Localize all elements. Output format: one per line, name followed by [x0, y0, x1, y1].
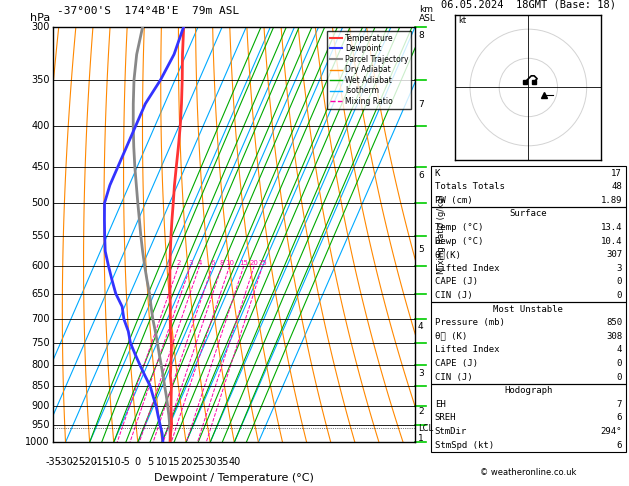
Text: SREH: SREH [435, 414, 456, 422]
Text: 550: 550 [31, 231, 50, 241]
Text: 450: 450 [31, 162, 50, 172]
Text: θᴀ(K): θᴀ(K) [435, 250, 462, 259]
Text: StmSpd (kt): StmSpd (kt) [435, 441, 494, 450]
Text: 4: 4 [616, 346, 622, 354]
Text: 5: 5 [418, 245, 424, 254]
Text: LCL: LCL [418, 424, 433, 433]
Text: 10.4: 10.4 [601, 237, 622, 245]
Text: Hodograph: Hodograph [504, 386, 552, 395]
Text: 6: 6 [616, 414, 622, 422]
Text: 308: 308 [606, 332, 622, 341]
Text: -25: -25 [70, 457, 86, 467]
Text: Lifted Index: Lifted Index [435, 346, 499, 354]
Text: 35: 35 [216, 457, 228, 467]
Text: 850: 850 [606, 318, 622, 327]
Text: 294°: 294° [601, 427, 622, 436]
Text: 1: 1 [418, 434, 424, 443]
Text: 4: 4 [418, 322, 424, 331]
Text: 7: 7 [616, 400, 622, 409]
Text: 8: 8 [418, 31, 424, 40]
Text: θᴀ (K): θᴀ (K) [435, 332, 467, 341]
Text: StmDir: StmDir [435, 427, 467, 436]
Text: © weatheronline.co.uk: © weatheronline.co.uk [480, 468, 577, 477]
Text: -20: -20 [82, 457, 97, 467]
Text: 3: 3 [616, 264, 622, 273]
Text: 1.89: 1.89 [601, 196, 622, 205]
Text: 0: 0 [616, 373, 622, 382]
Text: Dewp (°C): Dewp (°C) [435, 237, 483, 245]
Text: 700: 700 [31, 314, 50, 324]
Text: EH: EH [435, 400, 445, 409]
Text: 10: 10 [225, 260, 234, 266]
Text: 0: 0 [135, 457, 141, 467]
Text: 650: 650 [31, 289, 50, 298]
Text: 8: 8 [220, 260, 225, 266]
Text: 7: 7 [418, 100, 424, 109]
Text: 6: 6 [210, 260, 214, 266]
Text: Mixing Ratio (g/kg): Mixing Ratio (g/kg) [437, 195, 446, 274]
Text: -5: -5 [121, 457, 131, 467]
Text: 350: 350 [31, 75, 50, 85]
Text: 0: 0 [616, 278, 622, 286]
Text: -30: -30 [58, 457, 74, 467]
Text: 20: 20 [250, 260, 259, 266]
Text: 48: 48 [611, 182, 622, 191]
Text: -10: -10 [106, 457, 121, 467]
Text: CIN (J): CIN (J) [435, 291, 472, 300]
Text: CAPE (J): CAPE (J) [435, 278, 477, 286]
Text: 500: 500 [31, 198, 50, 208]
Text: hPa: hPa [30, 13, 50, 22]
Text: 2: 2 [176, 260, 181, 266]
Text: 600: 600 [31, 261, 50, 271]
Text: 40: 40 [228, 457, 240, 467]
Text: 20: 20 [180, 457, 192, 467]
Text: 800: 800 [31, 360, 50, 370]
Text: 950: 950 [31, 419, 50, 430]
Text: Most Unstable: Most Unstable [493, 305, 564, 313]
Text: 400: 400 [31, 121, 50, 131]
Text: K: K [435, 169, 440, 177]
Text: Pressure (mb): Pressure (mb) [435, 318, 504, 327]
Legend: Temperature, Dewpoint, Parcel Trajectory, Dry Adiabat, Wet Adiabat, Isotherm, Mi: Temperature, Dewpoint, Parcel Trajectory… [327, 31, 411, 109]
Text: 15: 15 [168, 457, 181, 467]
Text: 10: 10 [156, 457, 168, 467]
Text: CAPE (J): CAPE (J) [435, 359, 477, 368]
Text: 6: 6 [418, 171, 424, 180]
Text: Lifted Index: Lifted Index [435, 264, 499, 273]
Text: 5: 5 [147, 457, 153, 467]
Text: 6: 6 [616, 441, 622, 450]
Text: Totals Totals: Totals Totals [435, 182, 504, 191]
Text: 15: 15 [240, 260, 248, 266]
Text: 0: 0 [616, 291, 622, 300]
Text: 300: 300 [31, 22, 50, 32]
Text: 06.05.2024  18GMT (Base: 18): 06.05.2024 18GMT (Base: 18) [441, 0, 616, 10]
Text: Surface: Surface [509, 209, 547, 218]
Text: 3: 3 [418, 369, 424, 378]
Text: -15: -15 [94, 457, 109, 467]
Text: Dewpoint / Temperature (°C): Dewpoint / Temperature (°C) [154, 473, 314, 484]
Text: 850: 850 [31, 381, 50, 391]
Text: 0: 0 [616, 359, 622, 368]
Text: -37°00'S  174°4B'E  79m ASL: -37°00'S 174°4B'E 79m ASL [57, 6, 239, 17]
Text: km
ASL: km ASL [419, 4, 436, 22]
Text: 17: 17 [611, 169, 622, 177]
Text: 307: 307 [606, 250, 622, 259]
Text: 13.4: 13.4 [601, 223, 622, 232]
Text: 750: 750 [31, 338, 50, 348]
Text: 900: 900 [31, 401, 50, 411]
Text: kt: kt [459, 17, 467, 25]
Text: 25: 25 [192, 457, 204, 467]
Text: 4: 4 [198, 260, 202, 266]
Text: CIN (J): CIN (J) [435, 373, 472, 382]
Text: PW (cm): PW (cm) [435, 196, 472, 205]
Text: 25: 25 [258, 260, 267, 266]
Text: -35: -35 [45, 457, 62, 467]
Text: Temp (°C): Temp (°C) [435, 223, 483, 232]
Text: 30: 30 [204, 457, 216, 467]
Text: 1000: 1000 [25, 437, 50, 447]
Text: 2: 2 [418, 407, 424, 416]
Text: 3: 3 [188, 260, 193, 266]
